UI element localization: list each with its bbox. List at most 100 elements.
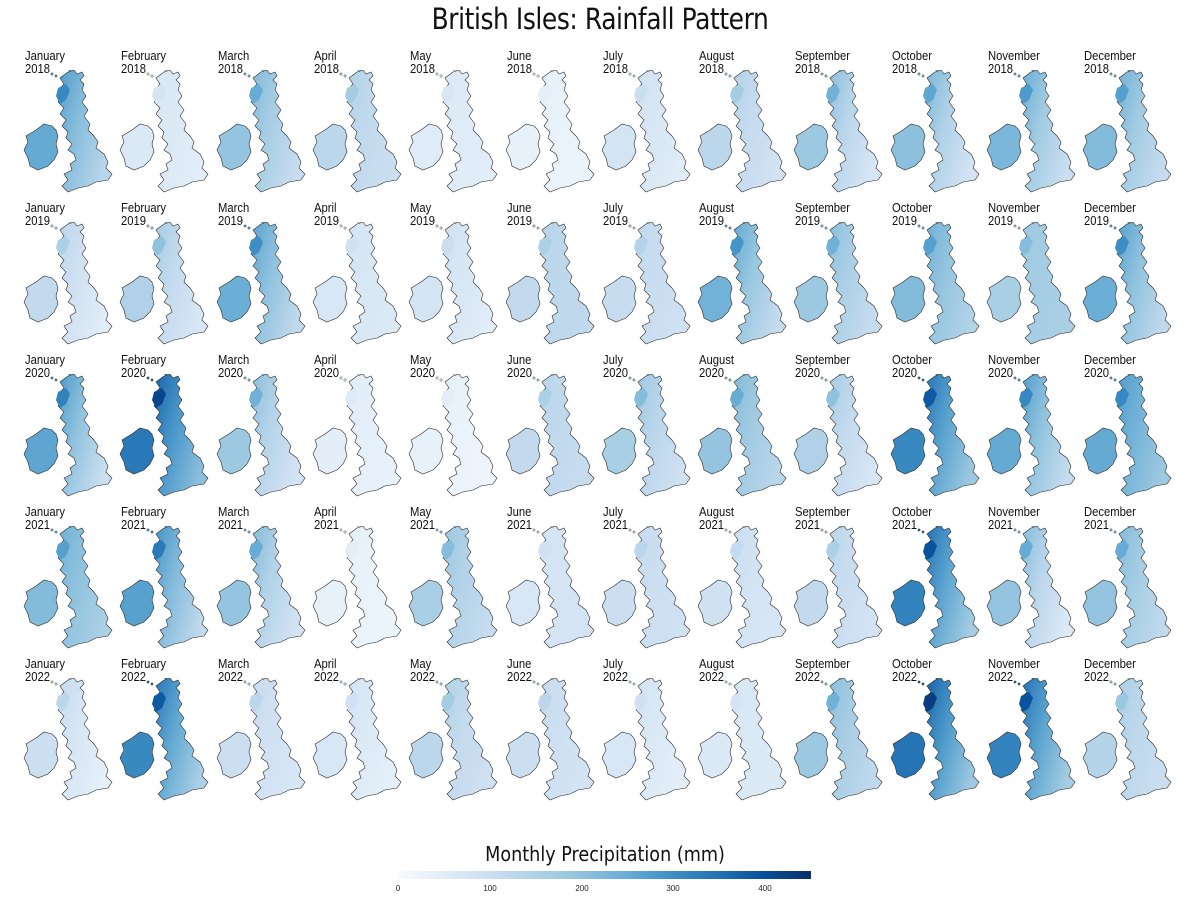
island-region: [550, 678, 554, 680]
island-region: [838, 526, 842, 528]
island-region: [838, 374, 842, 376]
highlands-region: [923, 692, 937, 712]
map-panel: October 2021: [889, 504, 981, 654]
panel-year: 2020: [507, 366, 533, 380]
island-region: [1113, 378, 1117, 382]
island-region: [339, 528, 343, 532]
island-region: [628, 528, 632, 532]
island-region: [838, 222, 842, 224]
map-panel: May 2020: [407, 352, 499, 502]
panel-label: September 2022: [795, 658, 850, 684]
great-britain-region: [442, 222, 498, 345]
map-panel: December 2020: [1081, 352, 1173, 502]
island-region: [935, 678, 939, 680]
highlands-region: [345, 692, 359, 712]
ireland-region: [1082, 123, 1118, 171]
highlands-region: [1019, 540, 1033, 560]
panel-label: August 2019: [699, 202, 734, 228]
map-panel: July 2020: [600, 352, 692, 502]
map-panel: September 2019: [792, 200, 884, 350]
island-region: [54, 682, 58, 686]
panel-label: April 2018: [314, 50, 339, 76]
panel-month: July: [603, 505, 624, 519]
island-region: [339, 376, 343, 380]
highlands-region: [634, 388, 648, 408]
map-panel: April 2021: [311, 504, 403, 654]
island-region: [820, 224, 824, 228]
rainfall-map: [216, 526, 306, 649]
ireland-region: [601, 731, 637, 779]
great-britain-region: [635, 222, 691, 345]
great-britain-region: [1020, 374, 1076, 497]
great-britain-region: [924, 70, 980, 193]
rainfall-map: [890, 374, 980, 497]
island-region: [820, 72, 824, 76]
panel-month: January: [25, 353, 66, 367]
panel-month: January: [25, 201, 66, 215]
island-region: [632, 226, 636, 230]
panel-label: May 2021: [410, 506, 435, 532]
ireland-region: [793, 579, 829, 627]
panel-month: October: [892, 353, 933, 367]
map-panel: March 2019: [215, 200, 307, 350]
ireland-region: [793, 275, 829, 323]
panel-year: 2022: [314, 670, 340, 684]
panel-month: February: [121, 657, 167, 671]
island-region: [243, 680, 247, 684]
island-region: [68, 526, 72, 528]
great-britain-region: [731, 222, 787, 345]
island-region: [724, 224, 728, 228]
island-region: [150, 378, 154, 382]
map-grid: January 2018 February 2018 March 2018 April 201…: [22, 48, 1182, 808]
rainfall-map: [697, 374, 787, 497]
legend-tick: 400: [758, 884, 772, 893]
island-region: [435, 528, 439, 532]
rainfall-map: [216, 70, 306, 193]
panel-label: August 2022: [699, 658, 734, 684]
great-britain-region: [346, 526, 402, 649]
island-region: [532, 680, 536, 684]
panel-year: 2019: [121, 214, 147, 228]
ireland-region: [697, 731, 733, 779]
panel-year: 2021: [410, 518, 436, 532]
highlands-region: [634, 84, 648, 104]
great-britain-region: [731, 526, 787, 649]
rainfall-map: [23, 70, 113, 193]
panel-label: October 2020: [892, 354, 932, 380]
panel-year: 2018: [699, 62, 725, 76]
island-region: [1109, 224, 1113, 228]
rainfall-map: [216, 222, 306, 345]
great-britain-region: [346, 222, 402, 345]
great-britain-region: [1116, 70, 1172, 193]
panel-year: 2018: [25, 62, 51, 76]
panel-month: January: [25, 657, 66, 671]
panel-year: 2020: [603, 366, 629, 380]
rainfall-map: [697, 222, 787, 345]
panel-year: 2021: [507, 518, 533, 532]
island-region: [917, 224, 921, 228]
map-panel: June 2022: [504, 656, 596, 806]
great-britain-region: [153, 374, 209, 497]
island-region: [50, 680, 54, 684]
ireland-region: [890, 579, 926, 627]
island-region: [742, 526, 746, 528]
island-region: [724, 376, 728, 380]
ireland-region: [408, 579, 444, 627]
island-region: [532, 224, 536, 228]
great-britain-region: [1020, 70, 1076, 193]
panel-year: 2019: [603, 214, 629, 228]
panel-month: November: [988, 49, 1040, 63]
island-region: [54, 226, 58, 230]
highlands-region: [826, 388, 840, 408]
map-panel: August 2019: [696, 200, 788, 350]
rainfall-map: [408, 222, 498, 345]
island-region: [243, 528, 247, 532]
island-region: [164, 374, 168, 376]
panel-year: 2019: [507, 214, 533, 228]
rainfall-map: [1082, 222, 1172, 345]
island-region: [1013, 680, 1017, 684]
island-region: [357, 374, 361, 376]
island-region: [728, 74, 732, 78]
panel-label: May 2020: [410, 354, 435, 380]
highlands-region: [249, 540, 263, 560]
